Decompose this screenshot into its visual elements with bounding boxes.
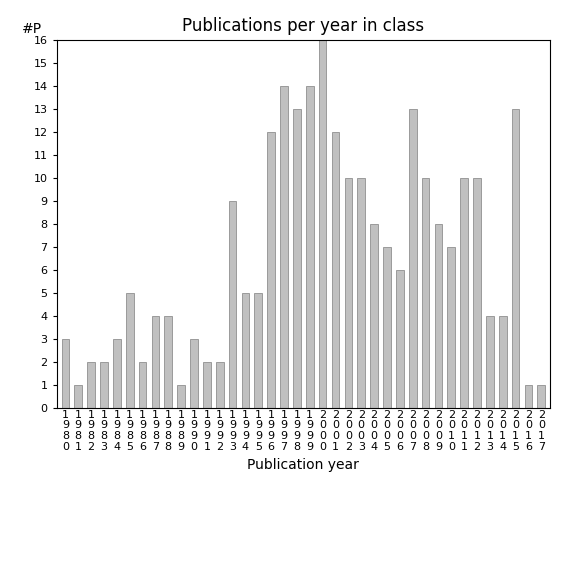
Bar <box>486 316 494 408</box>
Bar <box>74 385 82 408</box>
X-axis label: Publication year: Publication year <box>247 458 359 472</box>
Bar <box>370 224 378 408</box>
Bar <box>151 316 159 408</box>
Bar <box>113 339 121 408</box>
Bar <box>447 247 455 408</box>
Bar <box>62 339 69 408</box>
Bar <box>434 224 442 408</box>
Bar <box>139 362 146 408</box>
Bar <box>87 362 95 408</box>
Bar <box>306 86 314 408</box>
Bar <box>190 339 198 408</box>
Bar <box>357 178 365 408</box>
Bar <box>280 86 288 408</box>
Bar <box>499 316 506 408</box>
Bar <box>396 270 404 408</box>
Bar <box>177 385 185 408</box>
Bar <box>203 362 211 408</box>
Text: #P: #P <box>22 22 43 36</box>
Bar <box>460 178 468 408</box>
Bar <box>538 385 545 408</box>
Bar <box>409 109 417 408</box>
Bar <box>524 385 532 408</box>
Bar <box>216 362 223 408</box>
Bar <box>293 109 301 408</box>
Bar <box>126 293 134 408</box>
Bar <box>511 109 519 408</box>
Title: Publications per year in class: Publications per year in class <box>182 18 425 35</box>
Bar <box>100 362 108 408</box>
Bar <box>383 247 391 408</box>
Bar <box>332 132 340 408</box>
Bar <box>267 132 275 408</box>
Bar <box>164 316 172 408</box>
Bar <box>255 293 262 408</box>
Bar <box>473 178 481 408</box>
Bar <box>345 178 352 408</box>
Bar <box>319 40 327 408</box>
Bar <box>229 201 236 408</box>
Bar <box>242 293 249 408</box>
Bar <box>422 178 429 408</box>
